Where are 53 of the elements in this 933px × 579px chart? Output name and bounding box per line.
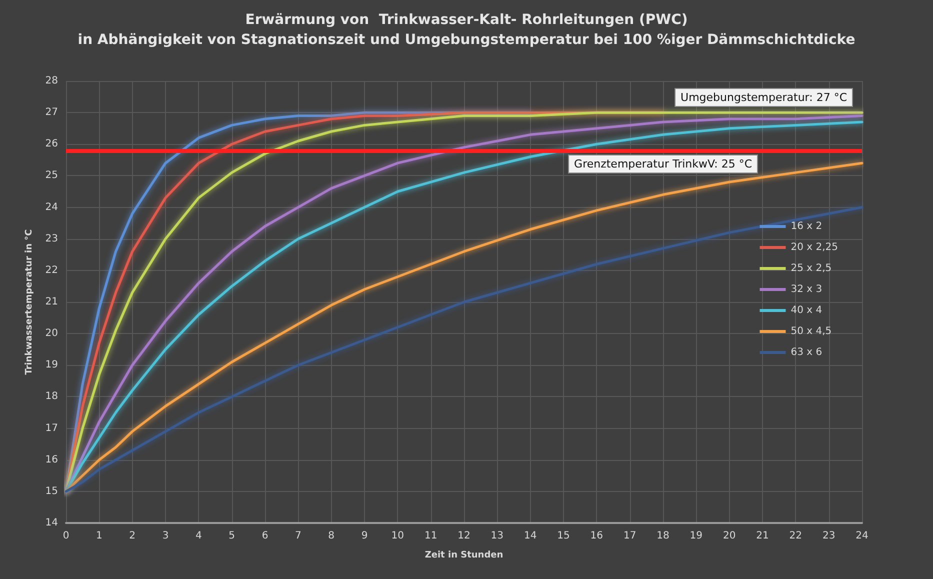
legend-label: 50 x 4,5 bbox=[790, 326, 832, 337]
legend-label: 40 x 4 bbox=[790, 305, 822, 316]
x-tick-label: 8 bbox=[328, 530, 335, 542]
chart-subtitle: in Abhängigkeit von Stagnationszeit und Umgebungstemperatur bei 100 %iger Dämmschichtdicke bbox=[78, 32, 856, 48]
y-tick-label: 23 bbox=[45, 233, 58, 244]
x-tick-label: 5 bbox=[228, 530, 236, 542]
x-tick-label: 0 bbox=[62, 530, 70, 542]
legend-label: 32 x 3 bbox=[790, 284, 822, 295]
legend-label: 16 x 2 bbox=[790, 221, 822, 232]
x-tick-label: 12 bbox=[458, 530, 470, 542]
y-tick-label: 25 bbox=[45, 170, 58, 182]
legend-label: 25 x 2,5 bbox=[790, 263, 832, 274]
x-tick-label: 17 bbox=[623, 530, 636, 542]
x-tick-label: 10 bbox=[391, 530, 404, 542]
y-tick-label: 28 bbox=[45, 76, 58, 86]
x-axis-title: Zeit in Stunden bbox=[424, 550, 504, 560]
x-tick-label: 4 bbox=[195, 530, 202, 542]
x-tick-label: 21 bbox=[756, 530, 769, 542]
annotation: Grenztemperatur TrinkwV: 25 °C bbox=[574, 157, 752, 170]
x-tick-label: 18 bbox=[656, 530, 670, 542]
x-tick-label: 13 bbox=[490, 530, 504, 542]
y-tick-label: 22 bbox=[45, 264, 58, 276]
y-tick-label: 17 bbox=[45, 422, 58, 434]
x-tick-label: 23 bbox=[822, 530, 836, 542]
y-tick-label: 26 bbox=[45, 138, 58, 150]
x-tick-label: 16 bbox=[590, 530, 604, 542]
x-tick-label: 6 bbox=[262, 530, 268, 542]
x-tick-label: 1 bbox=[96, 530, 102, 542]
y-tick-label: 15 bbox=[45, 486, 58, 497]
y-tick-label: 20 bbox=[45, 328, 58, 340]
y-tick-label: 24 bbox=[45, 202, 58, 213]
legend-label: 63 x 6 bbox=[790, 347, 822, 358]
y-tick-label: 21 bbox=[45, 296, 58, 308]
x-tick-label: 7 bbox=[294, 530, 302, 542]
y-tick-label: 19 bbox=[45, 360, 58, 371]
y-tick-label: 27 bbox=[45, 107, 58, 118]
x-tick-label: 15 bbox=[557, 530, 570, 542]
x-tick-label: 9 bbox=[361, 530, 368, 542]
x-tick-label: 14 bbox=[524, 530, 537, 542]
x-tick-label: 24 bbox=[856, 530, 868, 542]
x-tick-label: 11 bbox=[424, 530, 438, 542]
x-tick-label: 20 bbox=[722, 530, 736, 542]
annotation: Umgebungstemperatur: 27 °C bbox=[680, 91, 848, 104]
y-axis-title: Trinkwassertemperatur in °C bbox=[24, 228, 34, 375]
x-tick-label: 3 bbox=[162, 530, 169, 542]
y-tick-label: 16 bbox=[45, 454, 58, 466]
y-tick-label: 18 bbox=[45, 391, 58, 402]
x-tick-label: 2 bbox=[129, 530, 136, 542]
x-tick-label: 19 bbox=[690, 530, 703, 542]
chart-title: Erwärmung von Trinkwasser-Kalt- Rohrleitungen (PWC) bbox=[245, 12, 688, 28]
y-tick-label: 14 bbox=[45, 518, 58, 528]
x-tick-label: 22 bbox=[789, 530, 802, 542]
legend-label: 20 x 2,25 bbox=[790, 242, 838, 253]
